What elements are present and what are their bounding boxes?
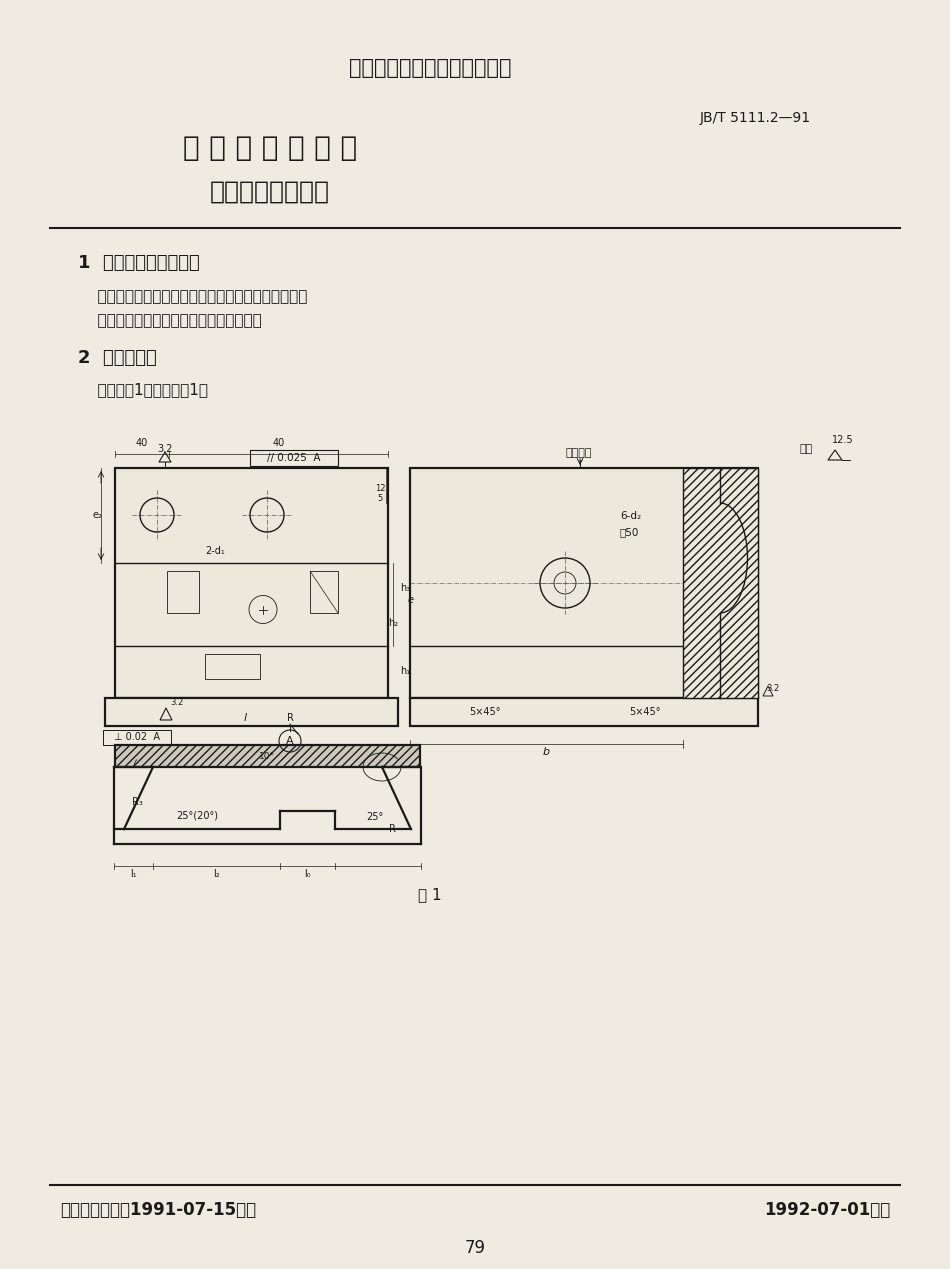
Text: 中华人民共和国机械行业标准: 中华人民共和国机械行业标准	[349, 58, 511, 77]
Text: h₂: h₂	[388, 618, 398, 628]
Text: 3.2: 3.2	[170, 698, 183, 707]
Text: l: l	[243, 713, 247, 723]
Text: 1  主题内容与适用范围: 1 主题内容与适用范围	[78, 254, 200, 272]
Text: 1992-07-01实施: 1992-07-01实施	[764, 1200, 890, 1220]
Text: R₃: R₃	[131, 797, 142, 807]
Text: R: R	[287, 713, 294, 723]
Text: 3.2: 3.2	[766, 684, 779, 693]
Bar	[410, 698, 758, 726]
Text: 25°(20°): 25°(20°)	[176, 810, 218, 820]
Text: e₂: e₂	[92, 510, 102, 520]
Bar	[105, 698, 398, 726]
Text: 深50: 深50	[620, 527, 639, 537]
Text: l₁: l₁	[130, 869, 137, 879]
Bar	[167, 571, 199, 613]
Text: l₂: l₂	[213, 869, 219, 879]
Text: R: R	[389, 824, 395, 834]
Text: 10°: 10°	[259, 751, 275, 760]
Text: 12: 12	[374, 483, 386, 492]
Text: e: e	[408, 594, 414, 604]
Text: ⊥ 0.02  A: ⊥ 0.02 A	[114, 732, 160, 742]
Bar	[115, 745, 420, 766]
Text: 40: 40	[136, 438, 148, 448]
Text: A: A	[286, 736, 294, 746]
Bar	[310, 571, 338, 613]
Text: 结构见图1，尺寸见表1。: 结构见图1，尺寸见表1。	[78, 382, 208, 397]
Text: 79: 79	[465, 1239, 485, 1258]
Bar	[683, 468, 758, 698]
Text: 5×45°: 5×45°	[629, 707, 661, 717]
Text: 机械电子工业部1991-07-15批准: 机械电子工业部1991-07-15批准	[60, 1200, 256, 1220]
Text: b: b	[543, 747, 550, 758]
Text: 纤维方向: 纤维方向	[565, 448, 592, 458]
Bar	[205, 654, 260, 679]
Bar	[103, 730, 171, 745]
Text: l₀: l₀	[304, 869, 311, 879]
Text: 12.5: 12.5	[832, 435, 854, 445]
Text: 水 平 分 模 平 锻 机: 水 平 分 模 平 锻 机	[183, 135, 357, 162]
Text: 本标准适用于水平分模平锻机用凹模体。: 本标准适用于水平分模平锻机用凹模体。	[78, 313, 262, 329]
Text: 2  结构与尺寸: 2 结构与尺寸	[78, 349, 157, 367]
Text: JB/T 5111.2—91: JB/T 5111.2—91	[700, 110, 811, 126]
Text: 40: 40	[273, 438, 285, 448]
Text: 本标准规定了水平分模平锻机凹模体的结构与尺寸。: 本标准规定了水平分模平锻机凹模体的结构与尺寸。	[78, 289, 308, 305]
Bar	[115, 468, 388, 698]
Text: 3.2: 3.2	[158, 444, 173, 454]
Text: 25°: 25°	[367, 812, 384, 822]
Text: 凹模体结构与尺寸: 凹模体结构与尺寸	[210, 180, 330, 204]
Text: 5×45°: 5×45°	[469, 707, 501, 717]
Text: h₁: h₁	[400, 666, 410, 676]
Text: // 0.025  A: // 0.025 A	[267, 453, 321, 463]
Bar	[410, 468, 758, 698]
Bar	[250, 450, 338, 466]
Text: 6-d₂: 6-d₂	[620, 511, 641, 522]
Text: 2-d₁: 2-d₁	[205, 546, 225, 556]
Text: 其余: 其余	[800, 444, 813, 454]
Text: h₃: h₃	[400, 582, 410, 593]
Text: 5: 5	[377, 494, 383, 503]
Text: 图 1: 图 1	[418, 887, 442, 902]
